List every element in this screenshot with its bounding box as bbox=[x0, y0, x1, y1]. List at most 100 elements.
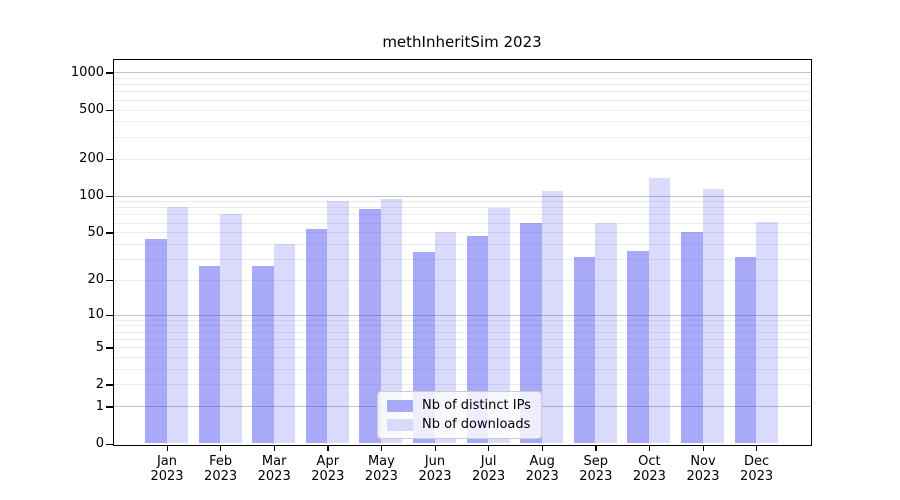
chart-title: methInheritSim 2023 bbox=[382, 33, 542, 51]
bar-distinct-ips-mar bbox=[252, 266, 274, 444]
x-tick-year: 2023 bbox=[632, 469, 666, 484]
gridline-major bbox=[113, 72, 811, 74]
bar-downloads-jan bbox=[166, 207, 188, 444]
x-tick-month: Oct bbox=[638, 454, 661, 469]
x-tick-label: Sep 2023 bbox=[566, 454, 626, 484]
x-tick-label: May 2023 bbox=[351, 454, 411, 484]
y-tick-mark bbox=[106, 347, 113, 349]
gridline-minor bbox=[113, 325, 811, 327]
legend-item-distinct-ips: Nb of distinct IPs bbox=[387, 398, 531, 413]
y-tick-mark bbox=[106, 109, 113, 111]
x-tick-month: Aug bbox=[529, 454, 555, 469]
y-tick-label: 100 bbox=[79, 188, 104, 204]
x-tick-mark bbox=[541, 445, 543, 451]
bar-distinct-ips-apr bbox=[305, 229, 328, 444]
gridline-minor bbox=[113, 99, 811, 101]
gridline-minor bbox=[113, 279, 811, 281]
gridline-minor bbox=[113, 347, 811, 349]
x-tick-month: Jun bbox=[424, 454, 446, 469]
bar-distinct-ips-dec bbox=[734, 257, 757, 444]
legend-label-downloads: Nb of downloads bbox=[422, 417, 531, 432]
gridline-minor bbox=[113, 77, 811, 79]
x-tick-label: Aug 2023 bbox=[512, 454, 572, 484]
gridline-minor bbox=[113, 158, 811, 160]
y-tick-mark bbox=[106, 232, 113, 234]
y-tick-mark bbox=[106, 406, 113, 408]
legend-swatch-distinct-ips bbox=[387, 399, 413, 412]
gridline-minor bbox=[113, 369, 811, 371]
bar-downloads-oct bbox=[648, 177, 671, 444]
bar-downloads-aug bbox=[541, 191, 564, 444]
x-tick-year: 2023 bbox=[579, 469, 613, 484]
gridline-minor bbox=[113, 91, 811, 93]
x-tick-year: 2023 bbox=[150, 469, 184, 484]
y-tick-mark bbox=[106, 443, 113, 445]
gridline-minor bbox=[113, 384, 811, 386]
x-tick-month: Feb bbox=[209, 454, 233, 469]
bar-distinct-ips-feb bbox=[198, 266, 221, 444]
x-tick-label: Mar 2023 bbox=[244, 454, 304, 484]
bar-distinct-ips-sep bbox=[573, 257, 596, 444]
y-tick-label: 1000 bbox=[70, 64, 104, 80]
legend-item-downloads: Nb of downloads bbox=[387, 417, 531, 432]
x-tick-label: Oct 2023 bbox=[619, 454, 679, 484]
y-tick-label: 200 bbox=[79, 151, 104, 167]
x-tick-mark bbox=[220, 445, 222, 451]
x-tick-year: 2023 bbox=[204, 469, 238, 484]
y-tick-label: 5 bbox=[95, 339, 104, 355]
bar-downloads-may bbox=[380, 199, 403, 444]
bar-distinct-ips-nov bbox=[681, 232, 703, 444]
x-tick-mark bbox=[327, 445, 329, 451]
x-tick-label: Apr 2023 bbox=[298, 454, 358, 484]
bar-downloads-nov bbox=[702, 188, 724, 444]
x-tick-mark bbox=[380, 445, 383, 451]
gridline-minor bbox=[113, 136, 811, 138]
x-tick-year: 2023 bbox=[257, 469, 291, 484]
y-tick-mark bbox=[106, 279, 113, 282]
gridline-major bbox=[113, 195, 811, 197]
y-tick-mark bbox=[106, 384, 113, 386]
y-tick-label: 500 bbox=[79, 102, 104, 117]
gridline-minor bbox=[113, 109, 811, 111]
bar-downloads-mar bbox=[273, 243, 296, 444]
gridline-minor bbox=[113, 319, 811, 321]
plot-area bbox=[112, 58, 812, 446]
bar-distinct-ips-aug bbox=[520, 222, 542, 444]
y-tick-mark bbox=[106, 314, 113, 316]
x-tick-mark bbox=[166, 445, 168, 451]
gridline-minor bbox=[113, 232, 811, 234]
bar-distinct-ips-jan bbox=[145, 238, 167, 444]
x-tick-mark bbox=[434, 445, 436, 451]
bar-downloads-dec bbox=[756, 221, 778, 444]
x-tick-year: 2023 bbox=[686, 469, 720, 484]
x-tick-month: Nov bbox=[690, 454, 716, 469]
bar-downloads-jun bbox=[434, 232, 456, 444]
y-tick-mark bbox=[106, 72, 113, 74]
bar-distinct-ips-may bbox=[359, 208, 381, 444]
y-tick-label: 1 bbox=[95, 398, 104, 414]
gridline-minor bbox=[113, 357, 811, 359]
x-tick-month: Dec bbox=[744, 454, 770, 469]
gridline-minor bbox=[113, 338, 811, 340]
x-tick-month: May bbox=[367, 454, 395, 469]
bar-distinct-ips-oct bbox=[627, 250, 649, 444]
y-tick-label: 50 bbox=[87, 224, 104, 240]
legend-label-distinct-ips: Nb of distinct IPs bbox=[422, 398, 531, 413]
gridline-minor bbox=[113, 207, 811, 209]
gridline-minor bbox=[113, 84, 811, 86]
x-tick-year: 2023 bbox=[740, 469, 774, 484]
y-tick-label: 10 bbox=[87, 307, 104, 323]
gridline-major bbox=[113, 314, 811, 316]
legend-swatch-downloads bbox=[387, 418, 413, 431]
x-tick-label: Feb 2023 bbox=[191, 454, 251, 484]
bar-downloads-jul bbox=[488, 208, 510, 444]
x-tick-label: Jan 2023 bbox=[137, 454, 197, 484]
gridline-minor bbox=[113, 259, 811, 260]
gridline-minor bbox=[113, 331, 811, 333]
x-tick-month: Jul bbox=[480, 454, 497, 469]
y-tick-label: 0 bbox=[95, 436, 104, 451]
y-tick-label: 20 bbox=[87, 272, 104, 288]
x-tick-year: 2023 bbox=[418, 469, 452, 484]
x-tick-mark bbox=[595, 445, 597, 451]
